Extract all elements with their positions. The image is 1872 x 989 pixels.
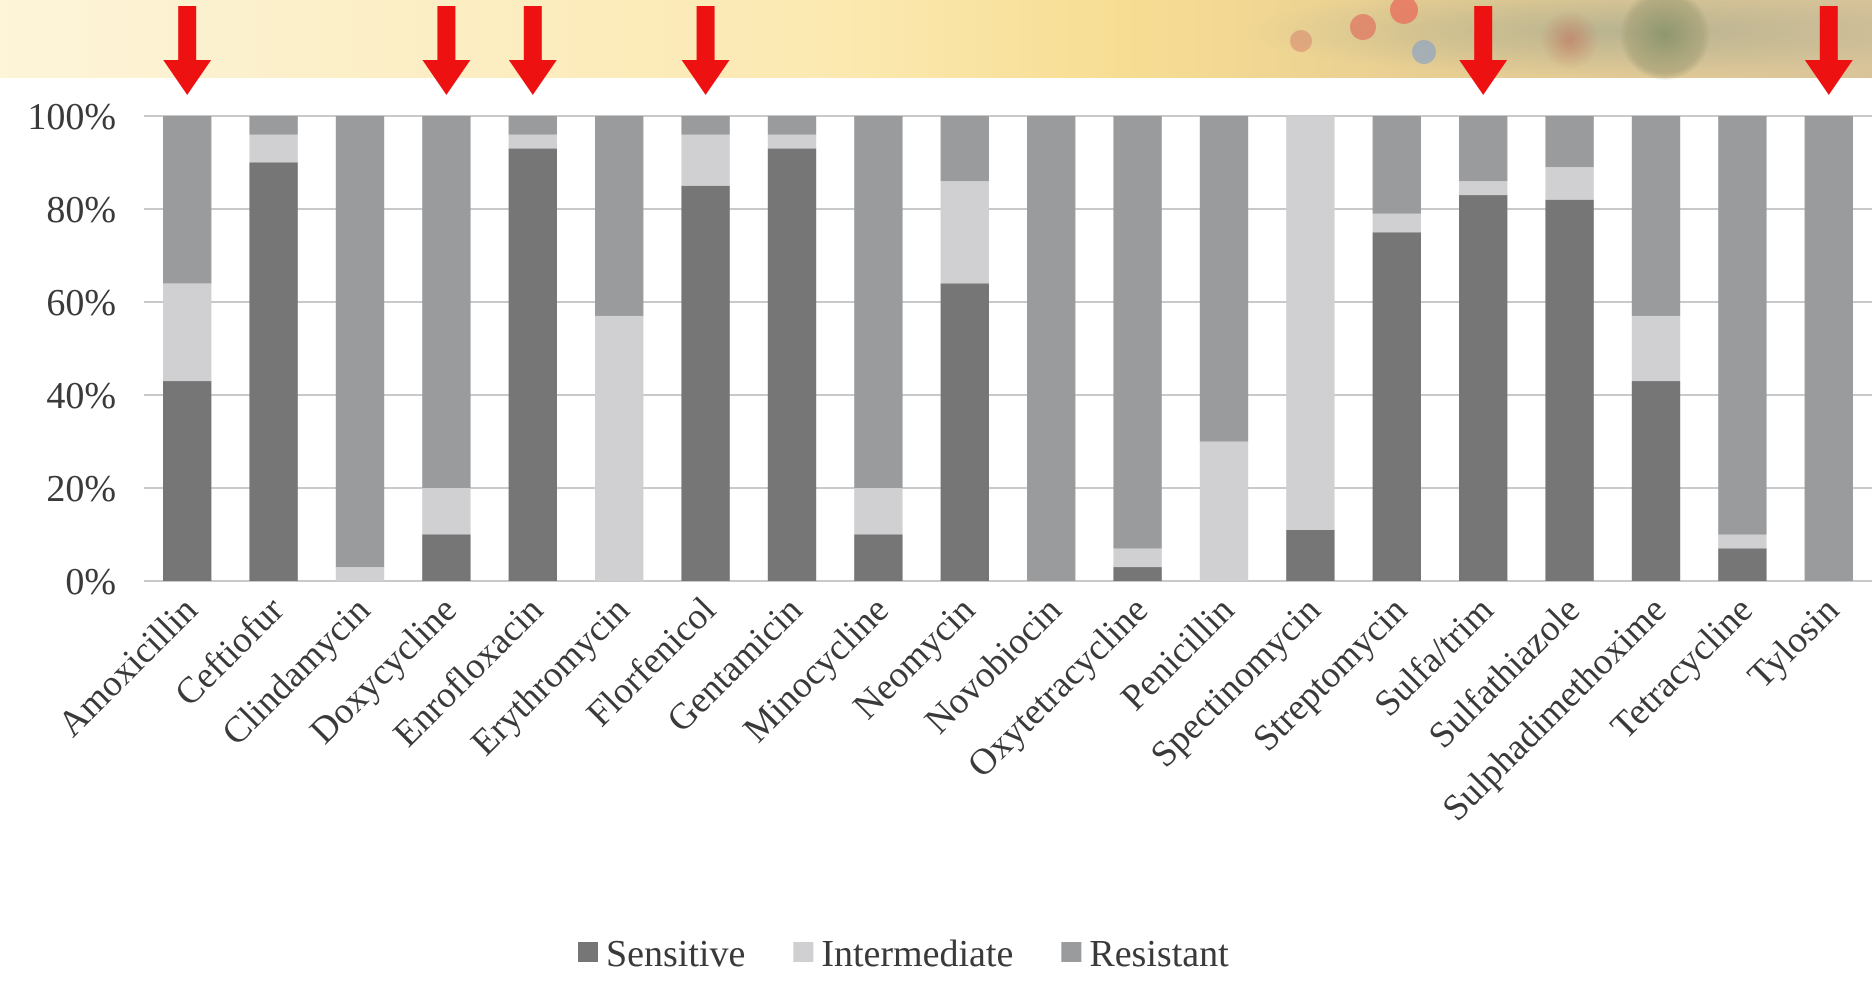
bar-sensitive-florfenicol <box>681 185 730 581</box>
bar-intermediate-oxytetracycline <box>1113 548 1162 568</box>
bar-sensitive-spectinomycin <box>1286 529 1335 581</box>
bar-intermediate-sulfathiazole <box>1545 167 1594 200</box>
y-tick-label: 80% <box>46 189 116 231</box>
highlight-arrow-icon-doxycycline <box>422 6 471 95</box>
bar-resistant-enrofloxacin <box>508 116 557 135</box>
bar-resistant-tetracycline <box>1718 116 1767 535</box>
y-tick-label: 60% <box>46 282 116 324</box>
bar-resistant-novobiocin <box>1027 116 1076 581</box>
bar-intermediate-gentamicin <box>767 134 817 149</box>
bar-sensitive-amoxicillin <box>163 381 212 581</box>
highlight-arrows <box>163 6 1853 95</box>
bar-resistant-penicillin <box>1199 116 1249 442</box>
bar-intermediate-spectinomycin <box>1286 116 1335 530</box>
bar-resistant-neomycin <box>940 116 989 182</box>
bar-intermediate-ceftiofur <box>249 134 298 163</box>
highlight-arrow-icon-enrofloxacin <box>508 6 557 95</box>
y-tick-label: 20% <box>46 468 116 510</box>
legend-label-intermediate: Intermediate <box>821 933 1013 975</box>
bar-sensitive-gentamicin <box>767 148 817 582</box>
bar-resistant-sulfathiazole <box>1545 116 1594 168</box>
x-tick-label-tylosin: Tylosin <box>1740 589 1847 696</box>
y-tick-label: 40% <box>46 375 116 417</box>
grid-lines <box>144 115 1872 582</box>
bar-resistant-amoxicillin <box>163 116 212 284</box>
bar-resistant-minocycline <box>854 116 903 488</box>
legend-swatch-intermediate <box>793 942 814 962</box>
highlight-arrow-icon-sulfa-trim <box>1459 6 1508 95</box>
bar-resistant-streptomycin <box>1372 116 1421 214</box>
bar-sensitive-oxytetracycline <box>1113 567 1162 581</box>
bar-intermediate-clindamycin <box>335 567 385 581</box>
bar-sensitive-neomycin <box>940 283 989 581</box>
y-tick-label: 100% <box>27 96 116 138</box>
bar-intermediate-florfenicol <box>681 134 730 186</box>
bar-intermediate-penicillin <box>1199 441 1249 581</box>
x-tick-label-amoxicillin: Amoxicillin <box>50 589 205 744</box>
highlight-arrow-icon-amoxicillin <box>163 6 212 95</box>
bar-sensitive-streptomycin <box>1372 232 1421 581</box>
bar-resistant-florfenicol <box>681 116 730 135</box>
bar-intermediate-streptomycin <box>1372 213 1421 233</box>
bar-sensitive-sulfa-trim <box>1459 195 1508 582</box>
highlight-arrow-icon-florfenicol <box>681 6 730 95</box>
bar-resistant-sulfa-trim <box>1459 116 1508 182</box>
bar-resistant-tylosin <box>1804 116 1853 581</box>
bar-resistant-clindamycin <box>335 116 385 568</box>
bar-resistant-doxycycline <box>422 116 471 488</box>
bar-sensitive-enrofloxacin <box>508 148 557 582</box>
bar-resistant-sulphadimethoxime <box>1631 116 1681 316</box>
bar-intermediate-amoxicillin <box>163 283 212 382</box>
bar-intermediate-sulfa-trim <box>1459 181 1508 196</box>
bar-intermediate-tetracycline <box>1718 534 1767 549</box>
bar-sensitive-sulfathiazole <box>1545 199 1594 581</box>
legend-label-sensitive: Sensitive <box>606 933 745 975</box>
bar-intermediate-minocycline <box>854 488 903 535</box>
bar-intermediate-enrofloxacin <box>508 134 557 149</box>
y-axis-ticks: 0% 20% 40% 60% 80% 100% <box>27 96 116 603</box>
header-banner <box>0 0 1872 80</box>
banner-molecule-art <box>1240 0 1872 80</box>
bar-intermediate-sulphadimethoxime <box>1631 315 1681 382</box>
bar-intermediate-doxycycline <box>422 488 471 535</box>
bar-resistant-gentamicin <box>767 116 817 135</box>
bar-sensitive-tetracycline <box>1718 548 1767 581</box>
y-tick-label: 0% <box>65 561 116 603</box>
bar-resistant-ceftiofur <box>249 116 298 135</box>
bar-resistant-erythromycin <box>595 116 644 316</box>
bar-sensitive-ceftiofur <box>249 162 298 581</box>
bar-sensitive-sulphadimethoxime <box>1631 381 1681 581</box>
bar-sensitive-doxycycline <box>422 534 471 581</box>
bar-resistant-oxytetracycline <box>1113 116 1162 549</box>
bars <box>163 116 1853 582</box>
bar-intermediate-erythromycin <box>595 315 644 581</box>
legend: Sensitive Intermediate Resistant <box>578 933 1229 975</box>
legend-swatch-resistant <box>1061 942 1082 962</box>
legend-label-resistant: Resistant <box>1089 933 1229 975</box>
legend-swatch-sensitive <box>578 942 598 962</box>
bar-intermediate-neomycin <box>940 181 989 284</box>
x-axis-labels: AmoxicillinCeftiofurClindamycinDoxycycli… <box>50 589 1847 829</box>
bar-sensitive-minocycline <box>854 534 903 581</box>
highlight-arrow-icon-tylosin <box>1804 6 1853 95</box>
